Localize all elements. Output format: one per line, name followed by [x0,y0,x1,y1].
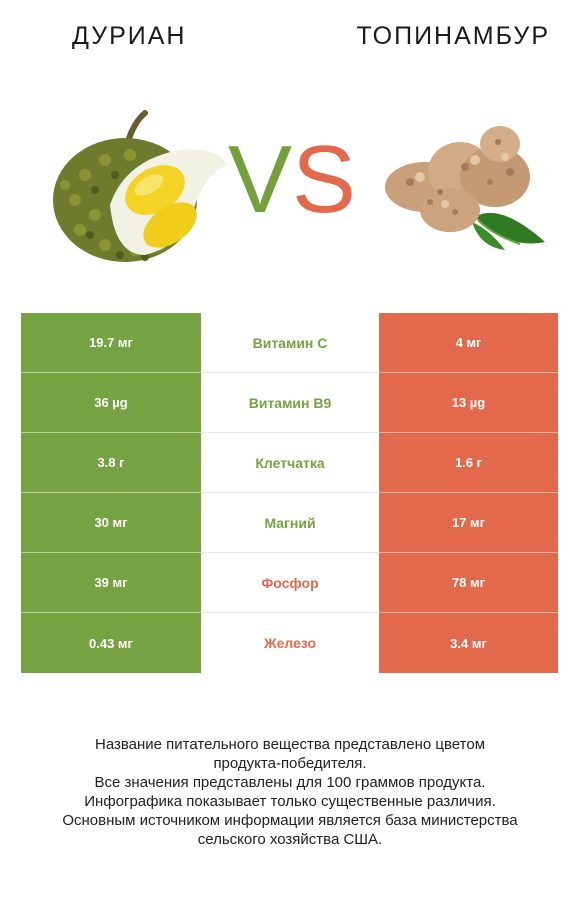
footer-notes: Название питательного вещества представл… [0,735,580,849]
table-row: 3.8 г Клетчатка 1.6 г [21,433,558,493]
durian-value: 36 µg [21,373,201,433]
footer-line: Инфографика показывает только существенн… [84,793,496,810]
nutrient-name: Магний [201,493,379,553]
nutrient-name: Клетчатка [201,433,379,493]
footer-line: Все значения представлены для 100 граммо… [94,774,486,791]
left-product-title: ДУРИАН [72,22,187,50]
footer-line: Основным источником информации является … [62,812,518,829]
table-row: 36 µg Витамин B9 13 µg [21,373,558,433]
topinambur-value: 3.4 мг [379,613,558,673]
topinambur-value: 13 µg [379,373,558,433]
durian-value: 3.8 г [21,433,201,493]
footer-line: сельского хозяйства США. [197,831,383,848]
durian-value: 39 мг [21,553,201,613]
table-row: 19.7 мг Витамин C 4 мг [21,313,558,373]
right-product-title: ТОПИНАМБУР [356,22,550,50]
footer-line: Название питательного вещества представл… [94,736,486,753]
nutrient-name: Витамин C [201,313,379,373]
durian-value: 0.43 мг [21,613,201,673]
table-row: 0.43 мг Железо 3.4 мг [21,613,558,673]
nutrient-comparison-table: 19.7 мг Витамин C 4 мг 36 µg Витамин B9 … [21,313,558,673]
durian-image [45,105,235,275]
table-row: 30 мг Магний 17 мг [21,493,558,553]
table-row: 39 мг Фосфор 78 мг [21,553,558,613]
durian-value: 30 мг [21,493,201,553]
topinambur-value: 17 мг [379,493,558,553]
nutrient-name: Железо [201,613,379,673]
footer-line: продукта-победителя. [213,755,367,772]
nutrient-name: Витамин B9 [201,373,379,433]
jerusalem-artichoke-image [380,122,550,252]
topinambur-value: 4 мг [379,313,558,373]
topinambur-value: 1.6 г [379,433,558,493]
topinambur-value: 78 мг [379,553,558,613]
nutrient-name: Фосфор [201,553,379,613]
durian-value: 19.7 мг [21,313,201,373]
vs-label: VS [228,126,357,233]
